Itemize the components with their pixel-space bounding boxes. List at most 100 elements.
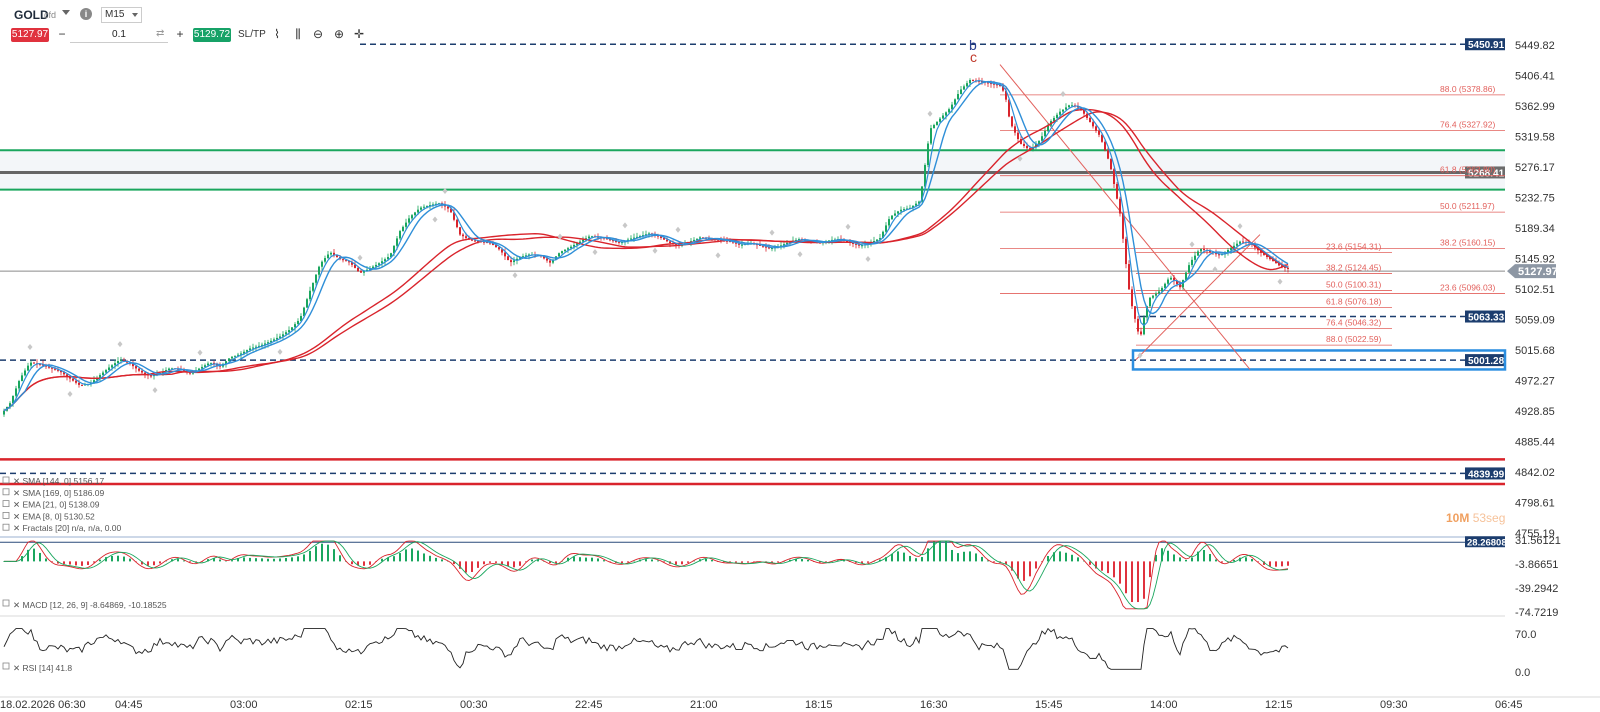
volume-increase-button[interactable]: + — [176, 27, 184, 41]
fractal-marker — [675, 226, 681, 233]
macd-histogram-bar — [693, 560, 695, 562]
candle-body — [939, 118, 941, 122]
candle-body — [987, 82, 989, 84]
candle-body — [1164, 283, 1166, 288]
candle-body — [993, 83, 995, 85]
timeframe-select[interactable]: M15 — [101, 7, 142, 23]
candle-body — [885, 225, 887, 232]
candle-body — [207, 363, 209, 366]
sell-button[interactable]: 5127.97 — [11, 28, 49, 42]
candle-body — [1077, 106, 1079, 108]
candle-body — [852, 242, 854, 244]
candle-body — [78, 382, 80, 385]
candle-body — [513, 260, 515, 263]
macd-line — [4, 540, 1289, 610]
macd-histogram-bar — [57, 561, 59, 564]
candle-body — [969, 80, 971, 84]
candle-body — [1218, 254, 1220, 256]
macd-histogram-bar — [1143, 561, 1145, 599]
macd-histogram-bar — [1131, 561, 1133, 603]
candle-body — [15, 388, 17, 396]
fib-level-label: 76.4 (5046.32) — [1326, 317, 1381, 327]
crosshair-icon[interactable]: ✛ — [353, 27, 365, 41]
candle-body — [543, 256, 545, 259]
candle-body — [1026, 146, 1028, 149]
macd-histogram-bar — [1095, 561, 1097, 569]
candle-body — [246, 350, 248, 352]
macd-histogram-bar — [747, 561, 749, 563]
macd-histogram-bar — [225, 560, 227, 562]
candle-body — [693, 239, 695, 242]
sltp-button[interactable]: SL/TP — [238, 29, 266, 40]
candle-body — [114, 363, 116, 366]
candle-body — [342, 259, 344, 261]
macd-histogram-bar — [1029, 561, 1031, 577]
fib-diagonal — [999, 64, 1251, 370]
price-level-label: 5450.91 — [1468, 40, 1505, 51]
macd-histogram-bar — [1155, 554, 1157, 562]
symbol-dropdown-icon[interactable] — [62, 10, 70, 15]
fib-level-label: 23.6 (5096.03) — [1440, 283, 1495, 293]
candle-body — [261, 344, 263, 346]
candle-body — [1092, 122, 1094, 127]
indicator-settings-icon — [2, 476, 10, 484]
candle-body — [306, 299, 308, 308]
macd-axis-label: -3.86651 — [1515, 559, 1558, 571]
fractal-marker — [27, 343, 33, 350]
symbol-name[interactable]: GOLD — [14, 8, 49, 22]
candle-body — [1083, 109, 1085, 114]
candle-body — [1131, 289, 1133, 307]
line-chart-icon[interactable]: ⌇ — [274, 27, 280, 41]
macd-histogram-bar — [777, 561, 779, 563]
volume-input[interactable]: 0.1 — [70, 28, 168, 43]
candle-body — [507, 256, 509, 261]
macd-axis-label: 31.56121 — [1515, 535, 1561, 547]
indicator-legend-label: ✕ SMA [144, 0] 5156.17 — [13, 476, 105, 486]
candle-body — [996, 84, 998, 86]
macd-histogram-bar — [1113, 561, 1115, 578]
zoom-out-icon[interactable]: ⊖ — [312, 27, 324, 41]
candle-chart-icon[interactable]: ⫼ — [295, 27, 301, 41]
macd-histogram-bar — [279, 558, 281, 562]
volume-decrease-button[interactable]: − — [58, 27, 66, 41]
candle-body — [456, 219, 458, 228]
info-icon[interactable]: i — [80, 8, 92, 20]
price-level-label: 5001.28 — [1468, 356, 1505, 367]
swap-icon[interactable]: ⇄ — [156, 28, 165, 39]
macd-signal-line — [4, 540, 1289, 610]
fractal-marker — [865, 256, 871, 263]
candle-body — [270, 340, 272, 343]
zoom-in-icon[interactable]: ⊕ — [333, 27, 345, 41]
candle-body — [198, 368, 200, 371]
candle-body — [1116, 183, 1118, 199]
macd-histogram-bar — [369, 561, 371, 565]
candle-body — [60, 370, 62, 373]
y-axis-label: 5015.68 — [1515, 345, 1555, 357]
macd-histogram-bar — [273, 558, 275, 562]
candle-body — [1059, 111, 1061, 115]
macd-histogram-bar — [1047, 556, 1049, 562]
candle-body — [330, 252, 332, 255]
candle-body — [759, 244, 761, 246]
macd-histogram-bar — [1137, 561, 1139, 603]
rsi-axis-label: 0.0 — [1515, 667, 1530, 679]
candle-body — [447, 206, 449, 209]
candle-body — [855, 243, 857, 245]
macd-histogram-bar — [291, 557, 293, 562]
macd-histogram-bar — [147, 561, 149, 566]
buy-button[interactable]: 5129.72 — [193, 28, 231, 42]
candle-body — [24, 370, 26, 376]
candle-body — [489, 242, 491, 244]
y-axis-label: 5406.41 — [1515, 70, 1555, 82]
macd-histogram-bar — [795, 558, 797, 562]
candle-body — [72, 378, 74, 381]
x-axis-label: 12:15 — [1265, 699, 1293, 711]
candle-body — [57, 369, 59, 371]
fib-level-label: 50.0 (5100.31) — [1326, 280, 1381, 290]
candle-body — [951, 104, 953, 110]
macd-histogram-bar — [1257, 561, 1259, 563]
macd-histogram-bar — [633, 560, 635, 562]
timeframe-value: M15 — [105, 9, 125, 20]
candle-body — [516, 258, 518, 261]
